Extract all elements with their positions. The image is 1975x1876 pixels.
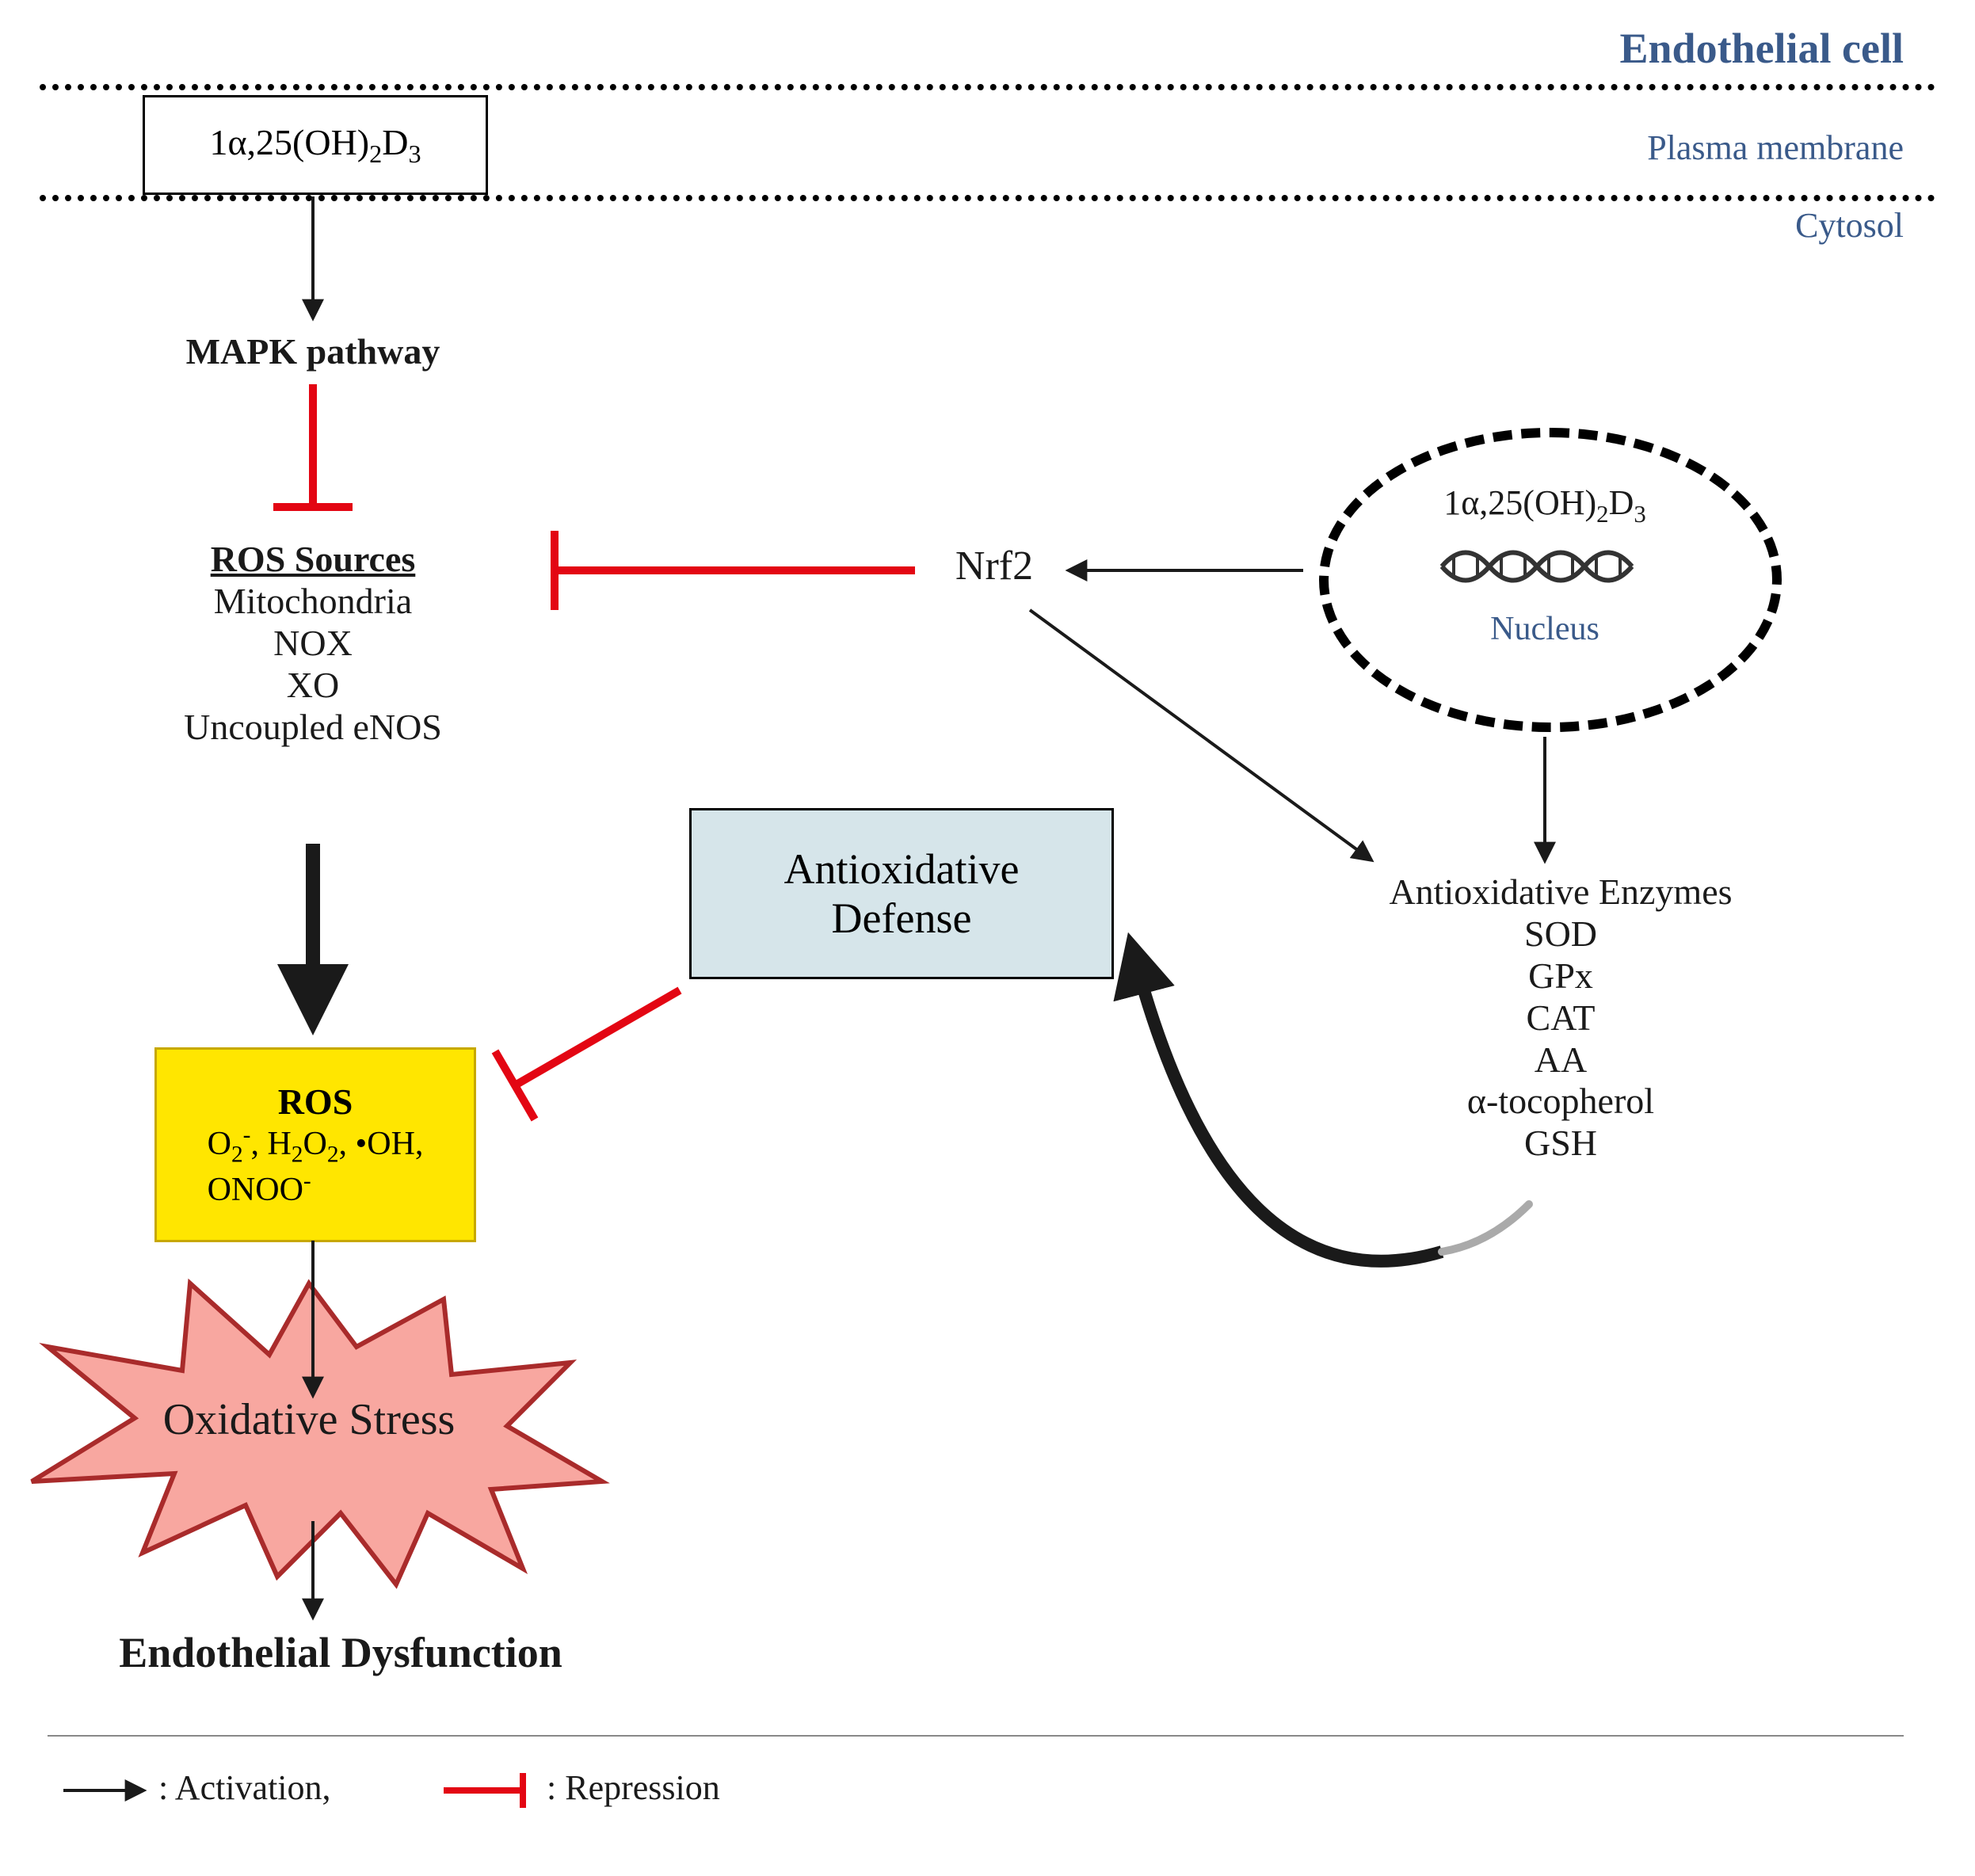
- legend-separator: [48, 1735, 1904, 1737]
- legend-repression-text: : Repression: [547, 1768, 720, 1809]
- nucleus-ellipse: [1319, 428, 1782, 732]
- antiox-enzymes-item: GPx: [1528, 955, 1593, 996]
- oxidative-stress-label: Oxidative Stress: [95, 1394, 523, 1445]
- antiox-enzymes-title: Antioxidative Enzymes: [1389, 871, 1732, 912]
- endo-dysfunction-label: Endothelial Dysfunction: [48, 1628, 634, 1677]
- nucleus-label: Nucleus: [1442, 610, 1648, 648]
- legend-activation-text: : Activation,: [158, 1768, 331, 1809]
- repress-antiox-ros-bar: [495, 1051, 535, 1119]
- antiox-enzymes-item: AA: [1535, 1039, 1587, 1080]
- diagram-canvas: Endothelial cell Plasma membrane Cytosol…: [0, 0, 1975, 1876]
- antiox-enzymes-item: α-tocopherol: [1467, 1081, 1654, 1121]
- nrf2-label: Nrf2: [931, 543, 1058, 590]
- antiox-enzymes-item: SOD: [1524, 913, 1597, 954]
- antiox-enzymes-item: GSH: [1524, 1123, 1597, 1163]
- antiox-defense-line1: Antioxidative: [784, 845, 1020, 894]
- antiox-defense-line2: Defense: [832, 894, 972, 943]
- antiox-defense-box: Antioxidative Defense: [689, 808, 1114, 979]
- nucleus-vitd-label: 1α,25(OH)2D3: [1386, 483, 1703, 528]
- arrow-enzymes-defense-tail: [1442, 1204, 1529, 1252]
- repress-antiox-ros: [515, 990, 680, 1085]
- antiox-enzymes-block: Antioxidative Enzymes SOD GPx CAT AA α-t…: [1347, 871, 1775, 1165]
- antiox-enzymes-item: CAT: [1527, 997, 1596, 1038]
